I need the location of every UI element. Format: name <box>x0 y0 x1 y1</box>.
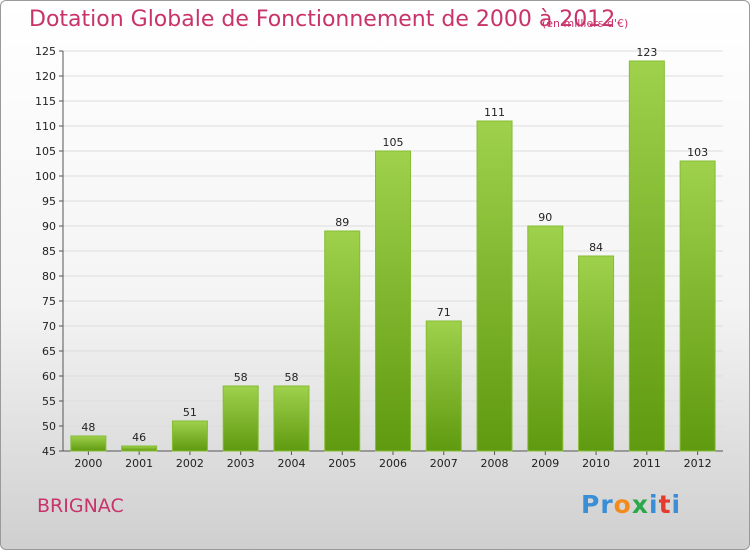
x-tick-label: 2003 <box>227 457 255 470</box>
logo-letter: i <box>649 490 659 519</box>
x-tick-label: 2004 <box>277 457 305 470</box>
chart-subtitle: (en milliers d'€) <box>542 17 629 30</box>
bar-2003 <box>222 385 259 452</box>
y-tick-label: 85 <box>42 245 56 258</box>
x-tick-label: 2010 <box>582 457 610 470</box>
y-tick-label: 55 <box>42 395 56 408</box>
value-label: 71 <box>437 306 451 319</box>
x-tick-label: 2006 <box>379 457 407 470</box>
y-tick-label: 100 <box>35 170 56 183</box>
value-label: 58 <box>234 371 248 384</box>
value-label: 105 <box>383 136 404 149</box>
bar-2004 <box>273 385 310 452</box>
y-tick-label: 80 <box>42 270 56 283</box>
bar-2010 <box>578 255 615 452</box>
value-label: 89 <box>335 216 349 229</box>
y-tick-label: 115 <box>35 95 56 108</box>
logo-letter: o <box>613 490 632 519</box>
y-tick-label: 60 <box>42 370 56 383</box>
bar-2000 <box>70 435 107 452</box>
x-tick-label: 2000 <box>74 457 102 470</box>
value-label: 103 <box>687 146 708 159</box>
y-tick-label: 65 <box>42 345 56 358</box>
bar-2002 <box>171 420 208 452</box>
bar-2005 <box>324 230 361 452</box>
x-tick-label: 2001 <box>125 457 153 470</box>
bar-2011 <box>628 60 665 452</box>
value-label: 84 <box>589 241 603 254</box>
y-tick-label: 125 <box>35 45 56 58</box>
x-tick-label: 2002 <box>176 457 204 470</box>
x-tick-label: 2011 <box>633 457 661 470</box>
x-tick-label: 2005 <box>328 457 356 470</box>
chart-title: Dotation Globale de Fonctionnement de 20… <box>29 7 616 32</box>
y-tick-label: 45 <box>42 445 56 458</box>
logo-letter: t <box>658 490 672 519</box>
city-name: BRIGNAC <box>37 495 124 517</box>
x-tick-label: 2012 <box>684 457 712 470</box>
logo-letter: x <box>631 490 649 519</box>
bar-2012 <box>679 160 716 452</box>
data-labels: 48 46 51 58 58 89 105 71 111 90 84 123 103 <box>81 46 708 444</box>
y-tick-label: 75 <box>42 295 56 308</box>
y-tick-label: 110 <box>35 120 56 133</box>
value-label: 58 <box>284 371 298 384</box>
y-tick-label: 95 <box>42 195 56 208</box>
bar-2001 <box>121 445 158 452</box>
value-label: 123 <box>636 46 657 59</box>
y-tick-label: 120 <box>35 70 56 83</box>
bar-2006 <box>375 150 411 452</box>
bar-2007 <box>425 320 462 452</box>
value-label: 51 <box>183 406 197 419</box>
logo-letter: i <box>671 490 682 519</box>
bar-2009 <box>527 225 564 452</box>
x-tick-label: 2009 <box>531 457 559 470</box>
x-tick-label: 2007 <box>430 457 458 470</box>
value-label: 48 <box>81 421 95 434</box>
y-tick-label: 90 <box>42 220 56 233</box>
value-label: 46 <box>132 431 146 444</box>
y-tick-label: 50 <box>42 420 56 433</box>
proxiti-logo[interactable]: Proxiti <box>581 490 681 519</box>
value-label: 90 <box>538 211 552 224</box>
bar-2008 <box>476 120 513 452</box>
x-tick-label: 2008 <box>481 457 509 470</box>
value-label: 111 <box>484 106 505 119</box>
bars <box>70 60 716 452</box>
y-tick-label: 70 <box>42 320 56 333</box>
logo-letter: P <box>581 490 601 519</box>
y-tick-label: 105 <box>35 145 56 158</box>
logo-letter: r <box>600 490 614 519</box>
